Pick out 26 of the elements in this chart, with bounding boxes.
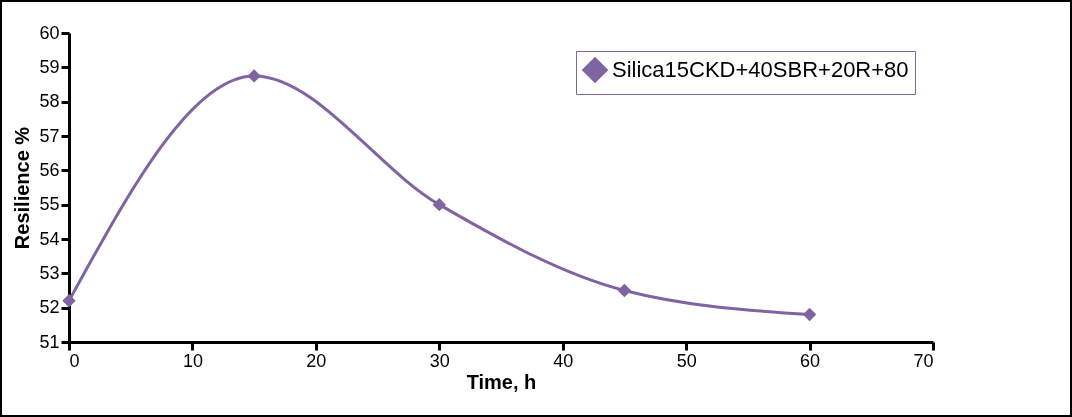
x-tick-label: 20 [306,350,327,371]
x-tick-label: 70 [913,350,934,371]
y-axis-title: Resilience % [11,126,34,250]
point [432,197,446,212]
y-tick-label: 59 [39,56,60,77]
point [62,294,76,308]
x-axis-title: Time, h [466,370,537,393]
y-tick-label: 53 [39,262,60,283]
x-tick-label: 50 [676,350,697,371]
y-tick-label: 60 [39,22,60,43]
point [617,283,632,298]
y-tick-label: 52 [39,297,60,318]
y-tick-label: 56 [39,159,60,180]
legend-label: Silica15CKD+40SBR+20R+80 [612,57,909,82]
point [247,69,261,83]
y-tick-label: 58 [39,91,60,112]
x-tick-label: 10 [182,350,203,371]
y-tick-label: 57 [39,125,60,146]
x-tick-label: 0 [69,350,80,371]
y-tick-label: 55 [39,194,60,215]
y-tick-label: 51 [39,331,60,352]
y-tick-label: 54 [39,228,60,249]
x-tick-label: 30 [429,350,450,371]
x-tick-label: 60 [800,350,821,371]
point [802,307,817,322]
x-tick-label: 40 [553,350,574,371]
